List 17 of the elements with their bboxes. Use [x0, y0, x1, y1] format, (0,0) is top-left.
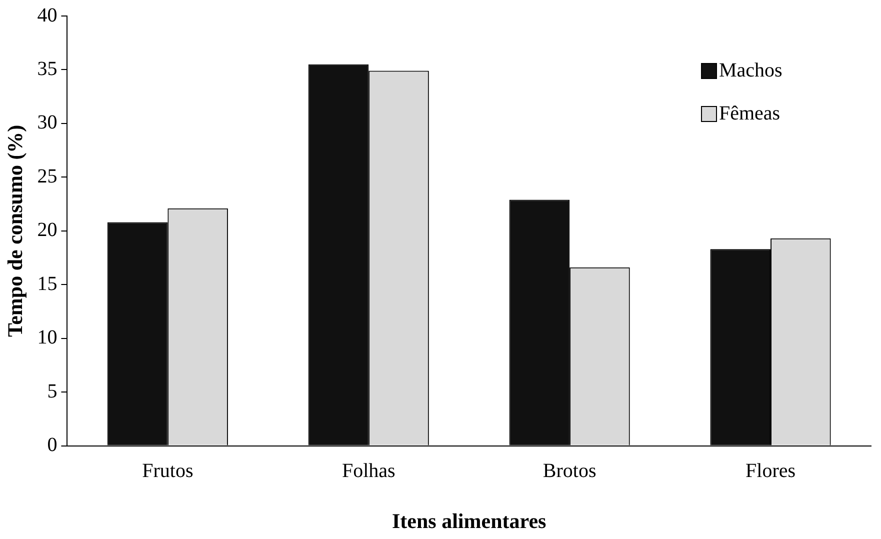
- legend-label: Machos: [719, 59, 783, 82]
- y-tick-label: 35: [37, 58, 58, 80]
- y-tick-label: 20: [37, 219, 58, 242]
- y-tick-label: 25: [37, 165, 58, 188]
- y-tick-label: 10: [37, 326, 58, 349]
- x-tick-label: Frutos: [142, 460, 194, 482]
- legend-label: Fêmeas: [719, 102, 780, 124]
- x-tick-label: Flores: [746, 460, 796, 482]
- x-axis-title: Itens alimentares: [392, 508, 546, 533]
- x-tick-label: Folhas: [342, 460, 396, 482]
- y-tick-label: 5: [47, 380, 58, 402]
- y-tick-label: 30: [37, 112, 58, 134]
- y-axis-title: Tempo de consumo (%): [3, 124, 28, 337]
- x-tick-label: Brotos: [542, 460, 596, 482]
- y-tick-label: 40: [37, 4, 58, 26]
- y-tick-label: 0: [47, 434, 58, 456]
- y-tick-label: 15: [37, 272, 58, 295]
